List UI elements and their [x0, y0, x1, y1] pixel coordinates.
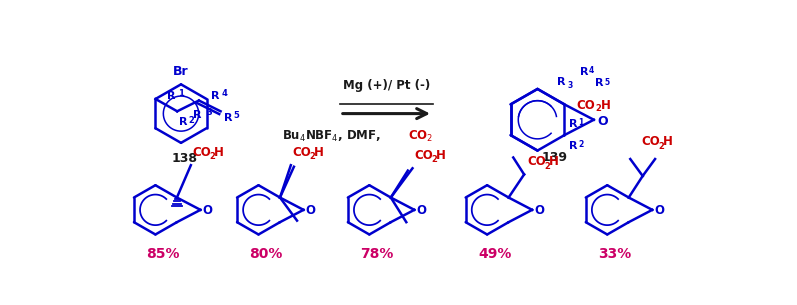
Text: H: H — [314, 146, 324, 159]
Text: H: H — [436, 149, 446, 162]
Text: 80%: 80% — [249, 247, 283, 261]
Text: 78%: 78% — [360, 247, 394, 261]
Text: H: H — [214, 146, 224, 159]
Text: O: O — [654, 204, 665, 217]
Text: CO: CO — [577, 99, 595, 113]
Text: 2: 2 — [188, 116, 194, 125]
Text: 2: 2 — [595, 104, 601, 113]
Text: H: H — [601, 99, 611, 113]
Text: 3: 3 — [206, 108, 212, 117]
Text: 85%: 85% — [147, 247, 180, 261]
Text: 4: 4 — [589, 66, 595, 75]
Text: O: O — [202, 204, 213, 217]
Text: 138: 138 — [172, 152, 198, 165]
Text: R: R — [167, 91, 175, 101]
Text: CO: CO — [641, 135, 660, 148]
Text: 3: 3 — [567, 81, 573, 91]
Text: 4: 4 — [222, 89, 227, 98]
Text: R: R — [557, 77, 566, 88]
Text: R: R — [569, 119, 578, 129]
Text: H: H — [663, 135, 673, 148]
Text: O: O — [306, 204, 316, 217]
Text: 2: 2 — [431, 156, 437, 164]
Text: 33%: 33% — [599, 247, 632, 261]
Text: Mg (+)/ Pt (-): Mg (+)/ Pt (-) — [343, 79, 430, 92]
Text: Br: Br — [173, 65, 189, 78]
Text: R: R — [210, 91, 219, 101]
Text: CO: CO — [527, 155, 546, 168]
Text: R: R — [224, 113, 232, 123]
Text: R: R — [580, 66, 588, 77]
Text: 2: 2 — [579, 140, 583, 149]
Text: R: R — [193, 110, 202, 120]
Text: 5: 5 — [605, 78, 610, 87]
Text: 1: 1 — [178, 89, 184, 98]
Text: Bu$_4$NBF$_4$, DMF,: Bu$_4$NBF$_4$, DMF, — [282, 129, 383, 144]
Text: R: R — [569, 141, 578, 151]
Text: 49%: 49% — [478, 247, 512, 261]
Text: CO: CO — [414, 149, 433, 162]
Text: R: R — [179, 117, 187, 127]
Text: 2: 2 — [544, 162, 550, 170]
Text: CO: CO — [192, 146, 211, 159]
Text: R: R — [595, 78, 604, 88]
Text: H: H — [549, 155, 559, 168]
Text: O: O — [417, 204, 426, 217]
Text: 139: 139 — [541, 151, 567, 163]
Text: CO$_2$: CO$_2$ — [408, 129, 434, 144]
Text: 2: 2 — [309, 152, 316, 161]
Text: O: O — [535, 204, 544, 217]
Text: 1: 1 — [579, 118, 583, 127]
Text: O: O — [597, 115, 607, 128]
Text: 2: 2 — [658, 142, 664, 151]
Text: 5: 5 — [233, 110, 239, 120]
Text: CO: CO — [292, 146, 311, 159]
Text: 2: 2 — [210, 152, 215, 161]
